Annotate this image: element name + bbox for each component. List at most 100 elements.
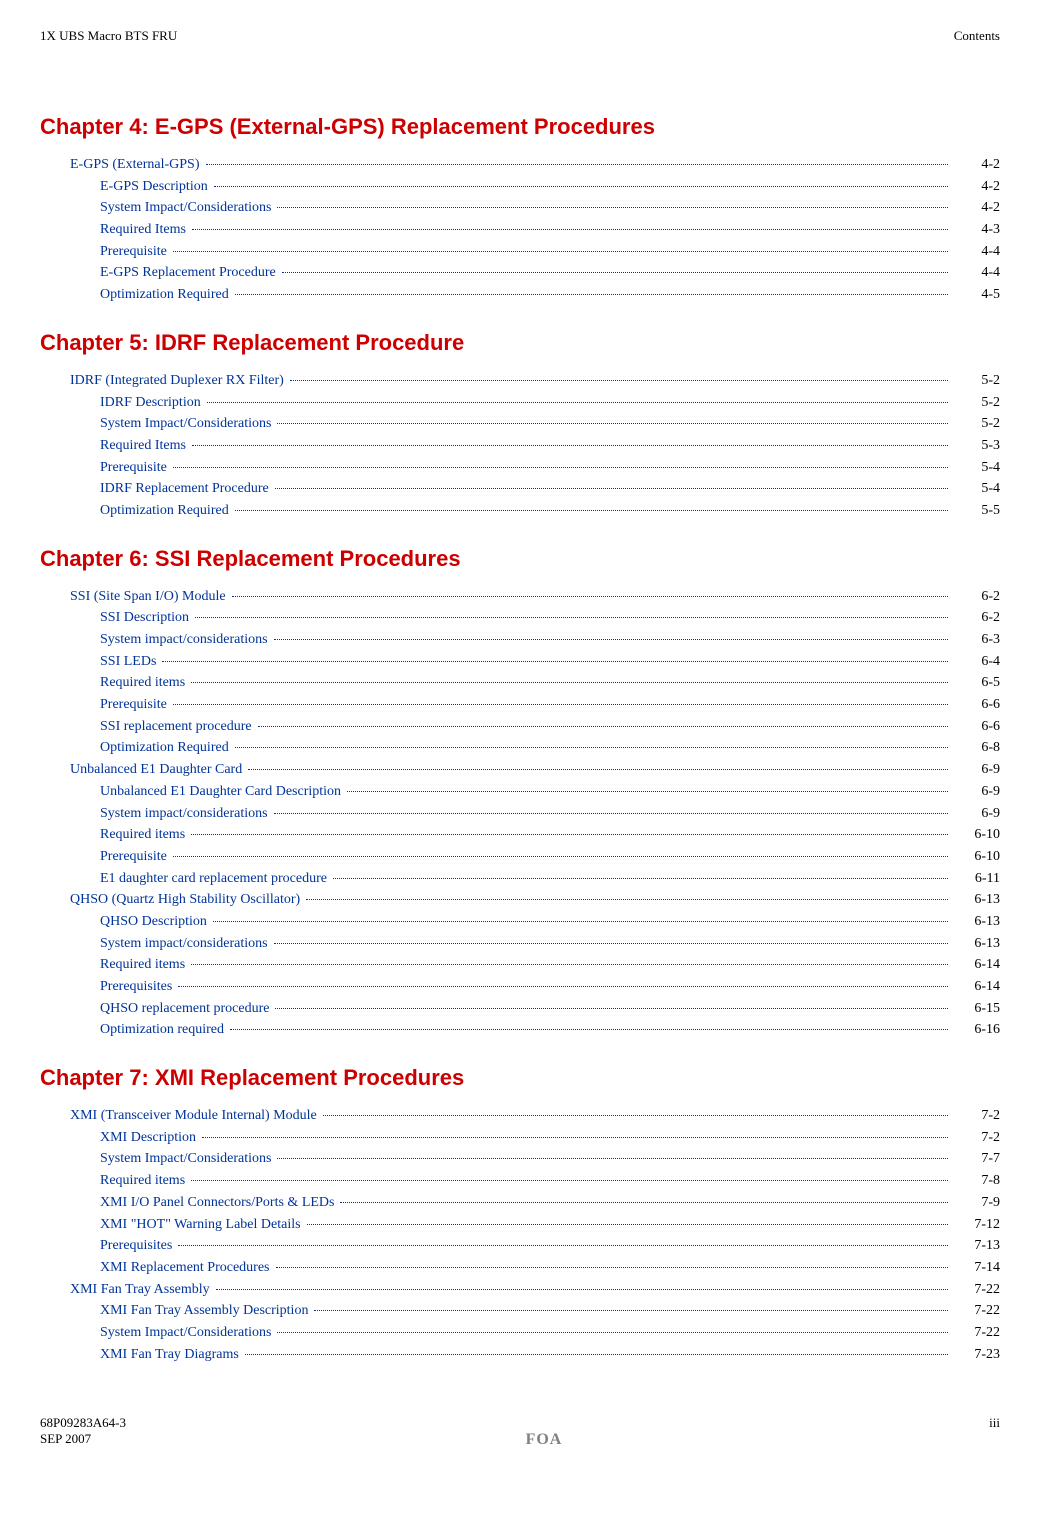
toc-entry-label: XMI I/O Panel Connectors/Ports & LEDs (100, 1192, 334, 1214)
footer-date: SEP 2007 (40, 1431, 91, 1449)
toc-entry[interactable]: SSI (Site Span I/O) Module 6-2 (70, 586, 1000, 608)
toc-entry-label: Optimization Required (100, 500, 229, 522)
chapter-title[interactable]: Chapter 6: SSI Replacement Procedures (40, 546, 1000, 572)
toc-entry-page: 6-13 (954, 911, 1000, 933)
chapter-title[interactable]: Chapter 7: XMI Replacement Procedures (40, 1065, 1000, 1091)
toc-entry[interactable]: E1 daughter card replacement procedure6-… (100, 868, 1000, 890)
toc-entry[interactable]: Required items6-14 (100, 954, 1000, 976)
toc-entry[interactable]: IDRF (Integrated Duplexer RX Filter)5-2 (70, 370, 1000, 392)
toc-entry[interactable]: System Impact/Considerations 5-2 (100, 413, 1000, 435)
toc-entry[interactable]: Prerequisites7-13 (100, 1235, 1000, 1257)
toc-entry-page: 4-4 (954, 241, 1000, 263)
toc-leader-dots (173, 704, 948, 705)
toc-leader-dots (162, 661, 948, 662)
toc-leader-dots (277, 207, 948, 208)
toc-entry[interactable]: Required items6-10 (100, 824, 1000, 846)
toc-entry-label: System Impact/Considerations (100, 413, 271, 435)
toc-entry[interactable]: Required items7-8 (100, 1170, 1000, 1192)
toc-entry[interactable]: QHSO replacement procedure6-15 (100, 998, 1000, 1020)
toc-entry[interactable]: Unbalanced E1 Daughter Card6-9 (70, 759, 1000, 781)
toc-entry-label: SSI (Site Span I/O) Module (70, 586, 226, 608)
toc-leader-dots (248, 769, 948, 770)
toc-entry-page: 6-2 (954, 586, 1000, 608)
toc-entry[interactable]: System Impact/Considerations7-22 (100, 1322, 1000, 1344)
toc-leader-dots (230, 1029, 948, 1030)
toc-entry-page: 6-9 (954, 803, 1000, 825)
toc-entry[interactable]: E-GPS Replacement Procedure 4-4 (100, 262, 1000, 284)
toc-entry-label: Optimization Required (100, 737, 229, 759)
toc-leader-dots (274, 943, 948, 944)
toc-entry[interactable]: QHSO (Quartz High Stability Oscillator)6… (70, 889, 1000, 911)
toc-leader-dots (275, 488, 948, 489)
toc-entry[interactable]: Required items6-5 (100, 672, 1000, 694)
toc-entry[interactable]: Prerequisite6-6 (100, 694, 1000, 716)
toc-entry[interactable]: Optimization Required6-8 (100, 737, 1000, 759)
toc-entry-label: Prerequisite (100, 457, 167, 479)
toc-leader-dots (276, 1267, 949, 1268)
toc-entry-page: 4-3 (954, 219, 1000, 241)
toc-entry[interactable]: SSI LEDs6-4 (100, 651, 1000, 673)
toc-entry-page: 6-9 (954, 781, 1000, 803)
toc-entry[interactable]: Required Items5-3 (100, 435, 1000, 457)
toc-entry[interactable]: System Impact/Considerations4-2 (100, 197, 1000, 219)
chapter-title[interactable]: Chapter 4: E-GPS (External-GPS) Replacem… (40, 114, 1000, 140)
toc-entry[interactable]: E-GPS Description4-2 (100, 176, 1000, 198)
toc-entry[interactable]: XMI Description7-2 (100, 1127, 1000, 1149)
toc-leader-dots (213, 921, 948, 922)
toc-entry[interactable]: E-GPS (External-GPS)4-2 (70, 154, 1000, 176)
toc-entry[interactable]: Prerequisite6-10 (100, 846, 1000, 868)
toc-entry-page: 5-2 (954, 370, 1000, 392)
toc-leader-dots (277, 423, 948, 424)
toc-entry-page: 5-2 (954, 413, 1000, 435)
toc-entry[interactable]: System impact/considerations6-13 (100, 933, 1000, 955)
toc-entry-page: 6-6 (954, 716, 1000, 738)
toc-entry[interactable]: XMI "HOT" Warning Label Details7-12 (100, 1214, 1000, 1236)
toc-entry[interactable]: XMI Replacement Procedures7-14 (100, 1257, 1000, 1279)
toc-entry[interactable]: System Impact/Considerations7-7 (100, 1148, 1000, 1170)
toc-entry[interactable]: Required Items4-3 (100, 219, 1000, 241)
toc-entry-label: XMI Replacement Procedures (100, 1257, 270, 1279)
footer-doc-number: 68P09283A64-3 (40, 1415, 126, 1431)
toc-entry[interactable]: QHSO Description6-13 (100, 911, 1000, 933)
toc-leader-dots (173, 251, 948, 252)
toc-leader-dots (274, 639, 948, 640)
toc-entry[interactable]: XMI Fan Tray Assembly Description7-22 (100, 1300, 1000, 1322)
toc-leader-dots (178, 986, 948, 987)
toc-leader-dots (245, 1354, 948, 1355)
toc-entry-page: 5-4 (954, 478, 1000, 500)
toc-leader-dots (340, 1202, 948, 1203)
toc-entry[interactable]: XMI I/O Panel Connectors/Ports & LEDs7-9 (100, 1192, 1000, 1214)
toc-entry-page: 7-8 (954, 1170, 1000, 1192)
toc-entry-label: System Impact/Considerations (100, 197, 271, 219)
toc-section: SSI (Site Span I/O) Module 6-2SSI Descrip… (70, 586, 1000, 1041)
toc-leader-dots (195, 617, 948, 618)
toc-entry-page: 7-23 (954, 1344, 1000, 1366)
toc-entry[interactable]: XMI Fan Tray Diagrams7-23 (100, 1344, 1000, 1366)
toc-entry[interactable]: SSI Description6-2 (100, 607, 1000, 629)
toc-entry[interactable]: System impact/considerations6-3 (100, 629, 1000, 651)
toc-entry[interactable]: Optimization required6-16 (100, 1019, 1000, 1041)
toc-entry-page: 6-5 (954, 672, 1000, 694)
toc-entry[interactable]: Optimization Required4-5 (100, 284, 1000, 306)
toc-entry[interactable]: Prerequisite4-4 (100, 241, 1000, 263)
toc-entry-label: IDRF Replacement Procedure (100, 478, 269, 500)
toc-entry[interactable]: System impact/considerations6-9 (100, 803, 1000, 825)
toc-entry[interactable]: XMI (Transceiver Module Internal) Module… (70, 1105, 1000, 1127)
toc-entry-page: 6-13 (954, 889, 1000, 911)
toc-entry[interactable]: SSI replacement procedure6-6 (100, 716, 1000, 738)
chapter-title[interactable]: Chapter 5: IDRF Replacement Procedure (40, 330, 1000, 356)
toc-entry-label: Unbalanced E1 Daughter Card (70, 759, 242, 781)
toc-section: E-GPS (External-GPS)4-2E-GPS Description… (70, 154, 1000, 306)
toc-entry[interactable]: IDRF Replacement Procedure 5-4 (100, 478, 1000, 500)
toc-entry[interactable]: Optimization Required5-5 (100, 500, 1000, 522)
toc-entry[interactable]: XMI Fan Tray Assembly7-22 (70, 1279, 1000, 1301)
toc-entry-label: E-GPS Replacement Procedure (100, 262, 276, 284)
toc-entry[interactable]: IDRF Description5-2 (100, 392, 1000, 414)
page-footer: 68P09283A64-3 iii SEP 2007 FOA (40, 1415, 1000, 1449)
toc-leader-dots (277, 1158, 948, 1159)
toc-entry[interactable]: Unbalanced E1 Daughter Card Description6… (100, 781, 1000, 803)
toc-entry-page: 4-4 (954, 262, 1000, 284)
toc-entry[interactable]: Prerequisites6-14 (100, 976, 1000, 998)
toc-entry[interactable]: Prerequisite5-4 (100, 457, 1000, 479)
toc-leader-dots (216, 1289, 948, 1290)
